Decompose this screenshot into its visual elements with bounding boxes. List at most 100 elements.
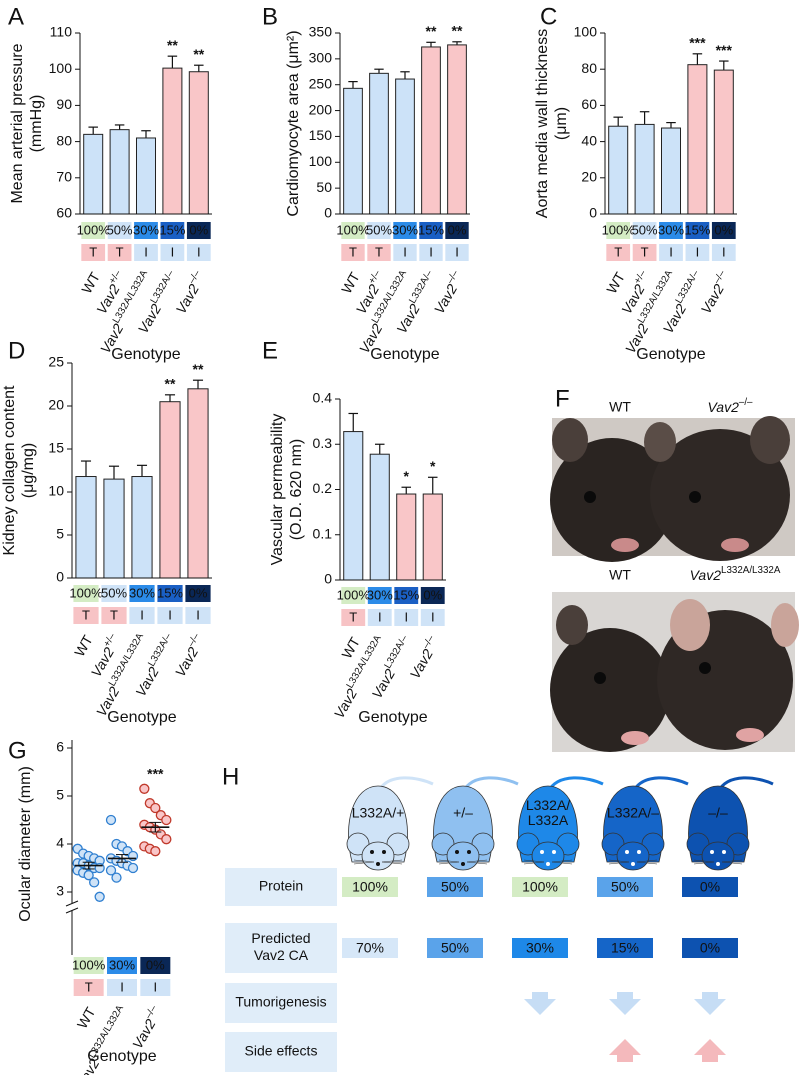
significance: ** (426, 23, 437, 39)
phenotype-label: I (378, 609, 382, 624)
y-tick-label: 3 (56, 883, 64, 899)
y-tick-label: 0.3 (313, 435, 333, 451)
bar (395, 78, 415, 215)
mouse-head (446, 841, 480, 871)
phenotype-label: I (144, 244, 148, 259)
x-tick-label: Vav2–/– (170, 631, 208, 679)
mouse-whisker (466, 861, 488, 865)
mouse-nose (716, 862, 720, 866)
table-cell (342, 938, 398, 958)
activity-box (107, 957, 137, 974)
significance: *** (147, 766, 164, 782)
bar (447, 44, 467, 215)
genotype-label: L332A/– (607, 805, 659, 821)
activity-label: 100% (337, 587, 371, 602)
row-label: Side effects (245, 1043, 318, 1059)
genotype-label: L332A/+ (352, 805, 405, 821)
bar (369, 72, 389, 215)
x-tick-label: Vav2–/– (696, 268, 734, 316)
photo-label: WT (609, 399, 631, 415)
table-cell (682, 938, 738, 958)
phenotype-box (711, 244, 736, 261)
mouse-whisker (693, 859, 715, 863)
mouse-nose (546, 862, 550, 866)
phenotype-label: I (722, 244, 726, 259)
y-tick-label: 350 (309, 24, 333, 40)
mouse-photo (550, 628, 670, 752)
phenotype-box (419, 244, 443, 261)
significance: ** (452, 22, 463, 38)
activity-label: 30% (367, 587, 393, 602)
activity-label: 100% (602, 222, 636, 237)
y-tick-label: 80 (56, 132, 72, 148)
bar (713, 69, 734, 215)
bar (162, 67, 183, 215)
y-tick-label: 0.2 (313, 480, 333, 496)
phenotype-box (73, 979, 104, 996)
row-label: Predicted (251, 930, 310, 946)
y-axis-label: (μm) (553, 107, 570, 140)
y-axis-label: Ocular diameter (mm) (17, 766, 34, 922)
phenotype-box (157, 607, 183, 624)
mouse-whisker (551, 859, 573, 863)
x-tick-label: Vav2–/– (171, 268, 209, 316)
mouse-nose (461, 862, 465, 866)
phenotype-box (341, 609, 366, 626)
activity-box (632, 222, 657, 239)
data-point (83, 870, 94, 881)
bar (634, 123, 655, 215)
arrows (524, 992, 726, 1062)
x-tick-label: WT (74, 1004, 99, 1031)
bar (103, 478, 125, 579)
phenotype-box (73, 607, 99, 624)
cell-label: 70% (356, 940, 384, 956)
phenotype-label: I (403, 244, 407, 259)
significance: * (430, 458, 436, 474)
phenotype-box (134, 244, 158, 261)
activity-box (659, 222, 683, 239)
ear (644, 422, 676, 462)
activity-label: 100% (77, 222, 111, 237)
significance: *** (716, 42, 733, 58)
axis-break (65, 900, 79, 907)
activity-box (685, 222, 710, 239)
mouse-nose (631, 862, 635, 866)
panel-letter: E (262, 337, 278, 364)
y-tick-label: 300 (309, 50, 333, 66)
photo-label: Vav2L332A/L332A (690, 565, 781, 583)
panel-letter: D (8, 337, 25, 364)
y-tick-label: 110 (50, 24, 73, 40)
activity-label: 0% (714, 222, 733, 237)
phenotype-box (81, 244, 106, 261)
cell-label: 15% (611, 940, 639, 956)
data-point (105, 814, 117, 826)
significance: ** (193, 361, 204, 377)
phenotype-label: T (110, 607, 118, 622)
row-header (225, 983, 337, 1023)
activity-label: 30% (129, 585, 155, 600)
phenotype-box (160, 244, 185, 261)
y-axis-label: Vascular permeability (269, 414, 286, 566)
y-tick-label: 0 (56, 569, 64, 585)
y-tick-label: 15 (48, 440, 64, 456)
x-axis-label: Genotype (107, 709, 176, 726)
y-tick-label: 60 (56, 205, 72, 221)
cell-label: 100% (522, 879, 558, 895)
y-tick-label: 4 (56, 835, 64, 851)
genotype-label: L332A (528, 812, 569, 828)
activity-label: 30% (392, 222, 418, 237)
bar (131, 476, 153, 579)
genotype-label: –/– (708, 805, 728, 821)
x-tick-label: WT (338, 634, 363, 661)
significance: ** (193, 46, 204, 62)
phenotype-label: I (431, 609, 435, 624)
y-axis-label: (μg/mg) (20, 443, 37, 498)
phenotype-label: I (196, 607, 200, 622)
mouse-eye (455, 850, 459, 854)
bar (608, 125, 629, 215)
activity-box (445, 222, 469, 239)
activity-label: 100% (336, 222, 370, 237)
phenotype-box (185, 607, 211, 624)
mouse-eye (467, 850, 471, 854)
mouse-head (361, 841, 395, 871)
